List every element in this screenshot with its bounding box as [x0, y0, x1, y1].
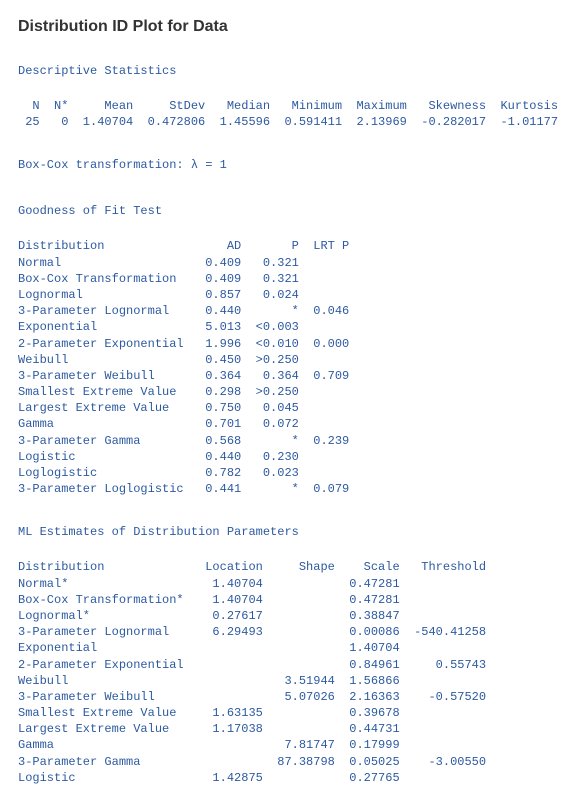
gof-label: Goodness of Fit Test	[18, 204, 547, 218]
page-title: Distribution ID Plot for Data	[18, 18, 547, 36]
descriptive-statistics-label: Descriptive Statistics	[18, 64, 547, 78]
boxcox-label: Box-Cox transformation: λ = 1	[18, 158, 547, 172]
descriptive-statistics-table: N N* Mean StDev Median Minimum Maximum S…	[18, 98, 547, 130]
ml-label: ML Estimates of Distribution Parameters	[18, 525, 547, 539]
gof-table: Distribution AD P LRT P Normal 0.409 0.3…	[18, 238, 547, 497]
ml-estimates-table: Distribution Location Shape Scale Thresh…	[18, 559, 547, 786]
